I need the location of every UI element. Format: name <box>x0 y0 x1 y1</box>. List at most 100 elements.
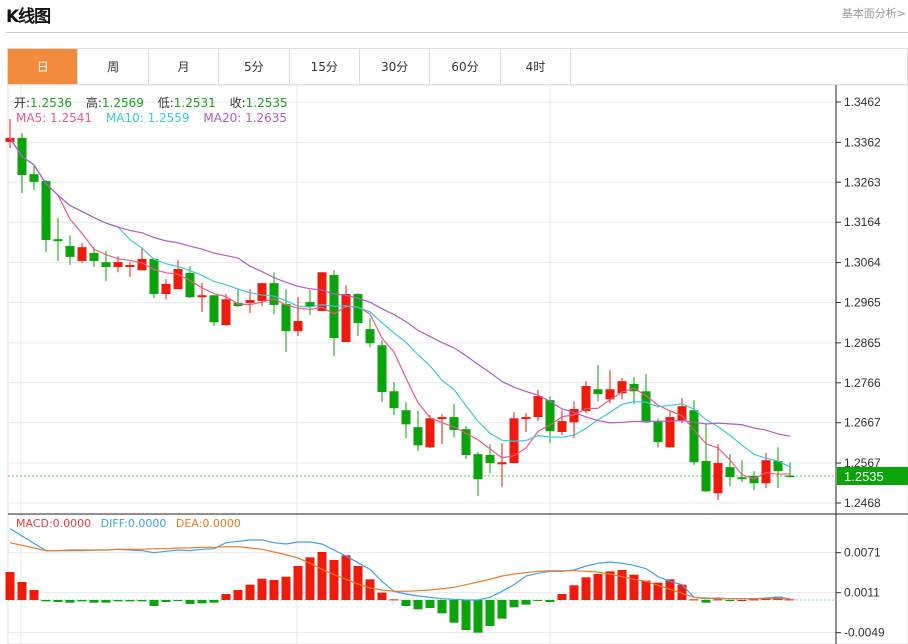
candle-down <box>365 329 375 344</box>
dea-value: DEA:0.0000 <box>175 517 241 530</box>
candle-down <box>653 421 663 443</box>
macd-bar-positive <box>257 578 267 600</box>
candle-down <box>413 427 423 446</box>
low-value: 1.2531 <box>173 96 216 110</box>
candle-down <box>773 461 783 472</box>
macd-bar-positive <box>653 582 663 600</box>
candle-up <box>173 269 183 290</box>
macd-bar-negative <box>401 600 411 606</box>
tab-15min[interactable]: 15分 <box>290 49 360 84</box>
macd-bar-negative <box>125 600 135 602</box>
dea-line <box>9 542 790 600</box>
ma20-line <box>9 137 791 437</box>
macd-bar-negative <box>461 600 471 630</box>
candle-down <box>185 273 195 298</box>
macd-bar-positive <box>617 570 627 600</box>
macd-bar-positive <box>761 598 771 600</box>
tab-60min[interactable]: 60分 <box>430 49 501 84</box>
price-tick-label: 1.2468 <box>844 496 881 510</box>
diff-line <box>9 528 791 601</box>
divider <box>6 32 908 33</box>
candle-down <box>449 417 459 430</box>
macd-bar-positive <box>317 552 327 600</box>
macd-bar-positive <box>581 577 591 600</box>
macd-bar-negative <box>113 600 123 602</box>
tab-4hour[interactable]: 4时 <box>501 49 572 84</box>
price-tick-label: 1.2965 <box>844 296 881 310</box>
macd-bar-negative <box>701 600 711 603</box>
macd-bar-negative <box>185 600 195 604</box>
candle-up <box>317 272 327 311</box>
macd-bar-negative <box>437 600 447 614</box>
candle-up <box>557 421 567 432</box>
macd-bar-positive <box>785 599 795 601</box>
macd-bar-negative <box>533 600 543 601</box>
macd-tick-label: 0.0071 <box>844 546 881 560</box>
candle-up <box>713 463 723 494</box>
candle-up <box>113 262 123 267</box>
macd-bar-positive <box>245 584 255 600</box>
close-value: 1.2535 <box>245 96 288 110</box>
macd-bar-positive <box>689 599 699 601</box>
candle-up <box>221 299 231 326</box>
candle-up <box>125 264 135 267</box>
price-tick-label: 1.2667 <box>844 416 881 430</box>
macd-bar-positive <box>29 590 39 600</box>
candle-down <box>749 475 759 484</box>
price-tick-label: 1.2567 <box>844 456 881 470</box>
macd-bar-positive <box>365 579 375 600</box>
ma10-line <box>9 137 791 468</box>
macd-bar-positive <box>389 599 399 601</box>
candle-down <box>89 252 99 261</box>
macd-bar-negative <box>209 600 219 603</box>
candle-down <box>305 302 315 307</box>
macd-bar-negative <box>725 600 735 601</box>
tab-5min[interactable]: 5分 <box>219 49 290 84</box>
candle-up <box>605 389 615 400</box>
close-label: 收: <box>229 96 246 110</box>
macd-bar-positive <box>293 566 303 600</box>
macd-readout: MACD:0.0000 DIFF:0.0000 DEA:0.0000 <box>16 517 251 530</box>
candle-up <box>581 386 591 412</box>
tab-week[interactable]: 周 <box>78 49 149 84</box>
candle-down <box>545 400 555 432</box>
price-tick-label: 1.3164 <box>844 215 881 229</box>
macd-bar-positive <box>677 584 687 600</box>
macd-value: MACD:0.0000 <box>16 517 92 530</box>
tab-30min[interactable]: 30分 <box>360 49 431 84</box>
candle-up <box>257 283 267 301</box>
candle-up <box>533 396 543 418</box>
candle-up <box>437 417 447 420</box>
macd-bar-negative <box>53 600 63 602</box>
price-tick-label: 1.3064 <box>844 256 881 270</box>
candle-down <box>353 294 363 324</box>
macd-bar-negative <box>545 600 555 602</box>
candle-down <box>29 174 39 182</box>
candle-down <box>149 258 159 295</box>
candle-up <box>293 321 303 332</box>
tab-day[interactable]: 日 <box>8 49 79 84</box>
macd-bar-negative <box>89 600 99 603</box>
candle-up <box>137 258 147 271</box>
macd-bar-negative <box>197 600 207 604</box>
candle-down <box>269 283 279 305</box>
last-price-label: 1.2535 <box>844 469 884 484</box>
open-value: 1.2536 <box>30 96 73 110</box>
candle-down <box>401 410 411 425</box>
candle-up <box>497 462 507 465</box>
candle-down <box>701 461 711 492</box>
last-price-badge <box>837 466 908 485</box>
ma10-value: MA10: 1.2559 <box>105 111 190 125</box>
open-label: 开: <box>14 96 31 110</box>
candle-up <box>569 409 579 423</box>
ma20-value: MA20: 1.2635 <box>203 111 288 125</box>
tab-month[interactable]: 月 <box>149 49 220 84</box>
macd-bar-positive <box>569 585 579 600</box>
candle-up <box>77 247 87 261</box>
macd-tick-label: -0.0049 <box>844 626 885 640</box>
candle-up <box>677 406 687 422</box>
macd-bar-positive <box>353 566 363 600</box>
fundamental-analysis-link[interactable]: 基本面分析> <box>841 7 906 20</box>
ohlc-readout: 开:1.2536 高:1.2569 低:1.2531 收:1.2535 <box>14 94 298 111</box>
